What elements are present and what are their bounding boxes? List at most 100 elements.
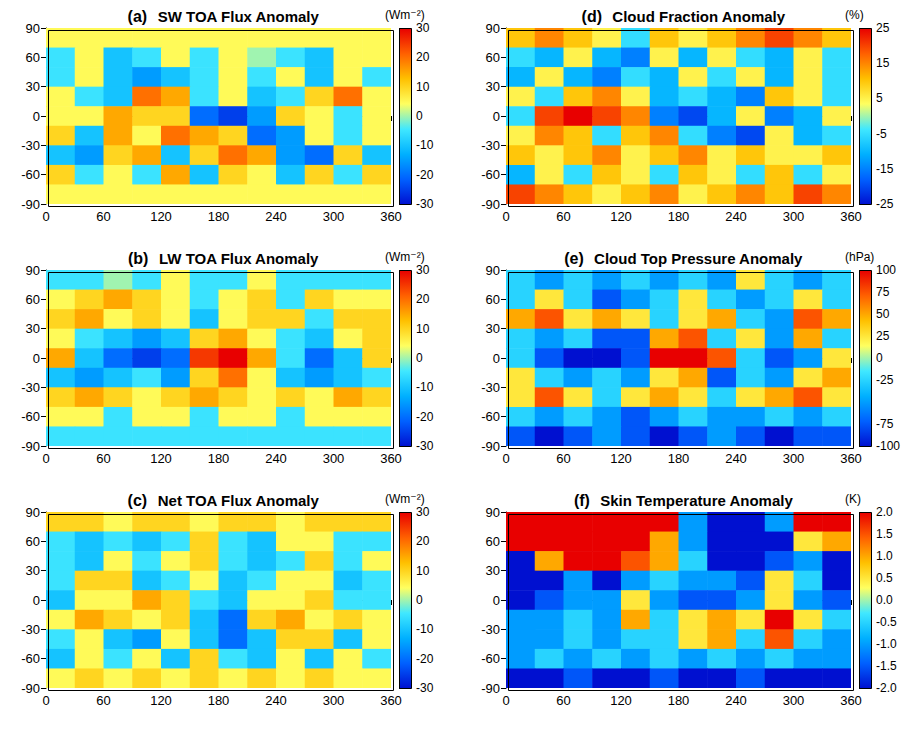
svg-text:(%): (%) xyxy=(845,8,864,22)
svg-text:240: 240 xyxy=(265,693,287,708)
svg-text:240: 240 xyxy=(725,693,747,708)
svg-text:60: 60 xyxy=(96,693,110,708)
svg-text:(f): (f) xyxy=(574,492,590,509)
svg-text:Net TOA Flux Anomaly: Net TOA Flux Anomaly xyxy=(158,492,320,509)
svg-text:-15: -15 xyxy=(876,162,894,176)
svg-text:(Wm⁻²): (Wm⁻²) xyxy=(385,492,425,506)
svg-text:360: 360 xyxy=(840,209,862,224)
svg-text:-60: -60 xyxy=(481,167,500,182)
svg-text:-60: -60 xyxy=(21,651,40,666)
svg-text:0: 0 xyxy=(42,451,49,466)
svg-text:-30: -30 xyxy=(21,138,40,153)
svg-text:0: 0 xyxy=(42,693,49,708)
svg-text:-90: -90 xyxy=(21,197,40,212)
svg-text:-25: -25 xyxy=(876,373,894,387)
svg-text:Skin Temperature Anomaly: Skin Temperature Anomaly xyxy=(600,492,793,509)
svg-text:-30: -30 xyxy=(21,380,40,395)
svg-text:-90: -90 xyxy=(481,197,500,212)
svg-text:90: 90 xyxy=(26,21,40,36)
svg-text:240: 240 xyxy=(725,451,747,466)
svg-text:SW TOA Flux Anomaly: SW TOA Flux Anomaly xyxy=(158,8,320,25)
svg-text:10: 10 xyxy=(416,564,430,578)
svg-text:-30: -30 xyxy=(481,380,500,395)
svg-text:(a): (a) xyxy=(128,8,148,25)
svg-text:100: 100 xyxy=(876,263,896,277)
svg-text:360: 360 xyxy=(840,693,862,708)
svg-text:2.0: 2.0 xyxy=(876,505,893,519)
svg-text:0: 0 xyxy=(42,209,49,224)
svg-text:30: 30 xyxy=(486,321,500,336)
svg-text:-60: -60 xyxy=(481,409,500,424)
svg-text:360: 360 xyxy=(380,451,402,466)
svg-text:0: 0 xyxy=(416,351,423,365)
svg-text:0: 0 xyxy=(416,593,423,607)
svg-text:20: 20 xyxy=(416,534,430,548)
svg-text:180: 180 xyxy=(668,451,690,466)
svg-text:240: 240 xyxy=(725,209,747,224)
svg-text:-25: -25 xyxy=(876,197,894,211)
svg-text:90: 90 xyxy=(26,505,40,520)
svg-text:-20: -20 xyxy=(416,410,434,424)
svg-text:300: 300 xyxy=(783,209,805,224)
svg-text:300: 300 xyxy=(323,451,345,466)
svg-text:60: 60 xyxy=(96,209,110,224)
svg-text:30: 30 xyxy=(26,321,40,336)
svg-text:60: 60 xyxy=(556,693,570,708)
svg-text:-60: -60 xyxy=(21,167,40,182)
svg-text:0.0: 0.0 xyxy=(876,593,893,607)
svg-text:60: 60 xyxy=(486,50,500,65)
svg-text:-20: -20 xyxy=(416,652,434,666)
svg-text:0: 0 xyxy=(33,351,40,366)
svg-text:15: 15 xyxy=(876,56,890,70)
svg-text:-90: -90 xyxy=(481,681,500,696)
svg-text:5: 5 xyxy=(876,91,883,105)
svg-text:-30: -30 xyxy=(416,681,434,695)
svg-text:180: 180 xyxy=(668,209,690,224)
svg-text:90: 90 xyxy=(486,21,500,36)
svg-text:Cloud Top Pressure Anomaly: Cloud Top Pressure Anomaly xyxy=(594,250,803,267)
svg-text:-10: -10 xyxy=(416,138,434,152)
svg-text:0: 0 xyxy=(416,109,423,123)
svg-text:30: 30 xyxy=(486,563,500,578)
svg-text:60: 60 xyxy=(96,451,110,466)
svg-text:-10: -10 xyxy=(416,380,434,394)
svg-text:-2.0: -2.0 xyxy=(876,681,897,695)
svg-text:-75: -75 xyxy=(876,417,894,431)
svg-text:180: 180 xyxy=(208,451,230,466)
svg-text:30: 30 xyxy=(486,79,500,94)
svg-text:60: 60 xyxy=(486,534,500,549)
svg-text:0: 0 xyxy=(502,209,509,224)
svg-text:360: 360 xyxy=(840,451,862,466)
svg-text:-0.5: -0.5 xyxy=(876,615,897,629)
svg-text:60: 60 xyxy=(26,292,40,307)
svg-text:300: 300 xyxy=(323,693,345,708)
svg-text:0: 0 xyxy=(493,593,500,608)
svg-text:-90: -90 xyxy=(21,681,40,696)
svg-text:0: 0 xyxy=(493,109,500,124)
svg-text:30: 30 xyxy=(416,21,430,35)
svg-text:30: 30 xyxy=(26,79,40,94)
svg-text:-60: -60 xyxy=(481,651,500,666)
svg-text:-5: -5 xyxy=(876,127,887,141)
svg-text:180: 180 xyxy=(208,209,230,224)
svg-text:60: 60 xyxy=(26,534,40,549)
svg-text:360: 360 xyxy=(380,693,402,708)
svg-text:-30: -30 xyxy=(416,197,434,211)
svg-text:300: 300 xyxy=(783,693,805,708)
svg-text:60: 60 xyxy=(26,50,40,65)
svg-text:90: 90 xyxy=(26,263,40,278)
svg-text:240: 240 xyxy=(265,451,287,466)
svg-text:10: 10 xyxy=(416,322,430,336)
svg-text:1.0: 1.0 xyxy=(876,549,893,563)
svg-text:0: 0 xyxy=(502,693,509,708)
svg-text:-10: -10 xyxy=(416,622,434,636)
svg-text:360: 360 xyxy=(380,209,402,224)
svg-text:180: 180 xyxy=(668,693,690,708)
svg-text:300: 300 xyxy=(783,451,805,466)
svg-text:90: 90 xyxy=(486,263,500,278)
svg-text:-30: -30 xyxy=(481,138,500,153)
svg-text:120: 120 xyxy=(150,693,172,708)
svg-text:90: 90 xyxy=(486,505,500,520)
svg-text:(b): (b) xyxy=(128,250,148,267)
svg-text:-100: -100 xyxy=(876,439,900,453)
